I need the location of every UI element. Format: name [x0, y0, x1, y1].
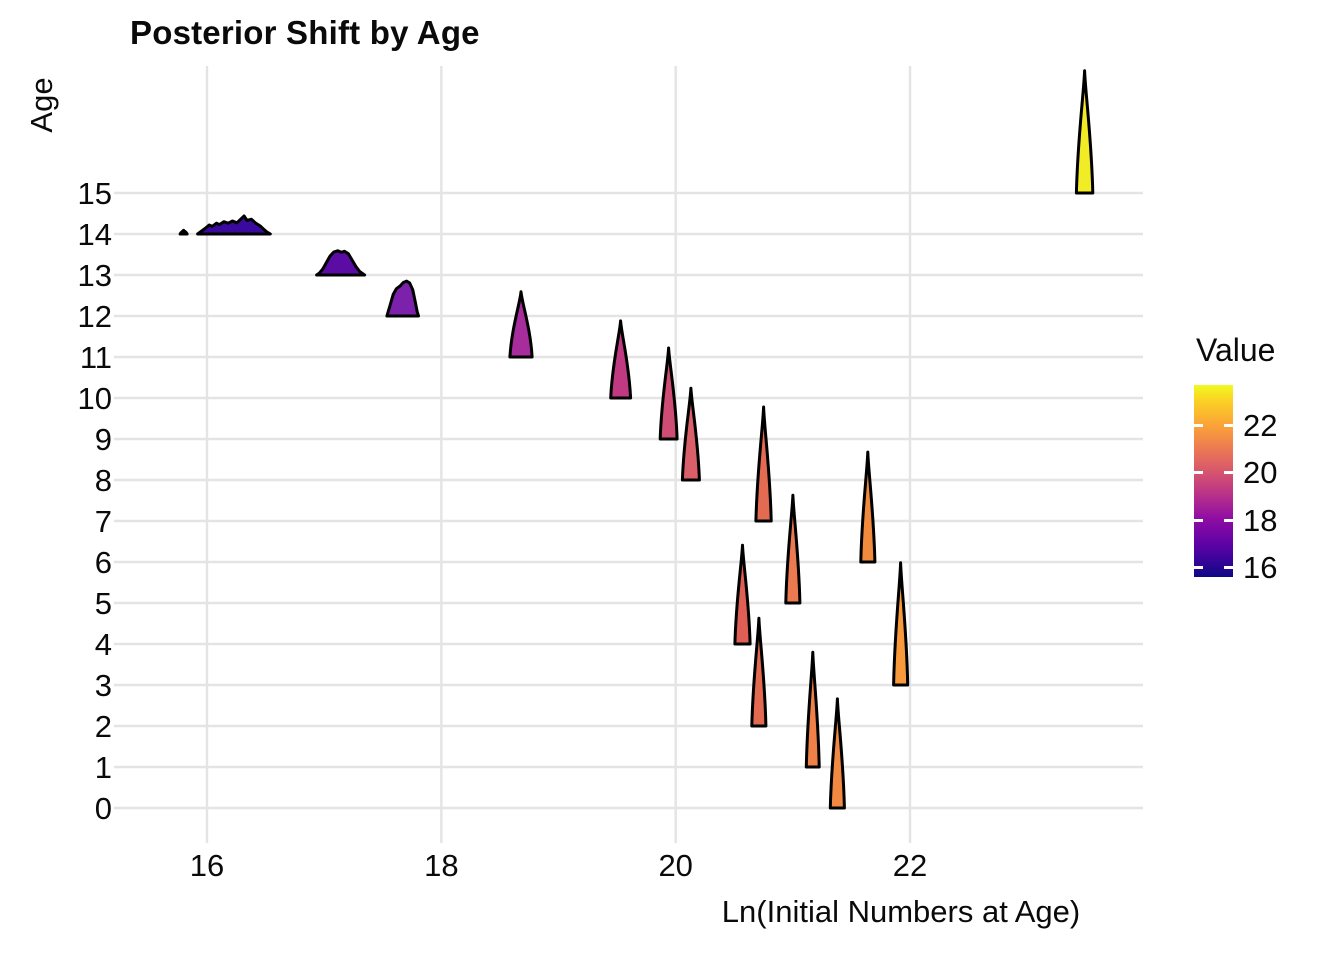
legend-tick-left-22	[1194, 423, 1203, 427]
y-tick-label-6: 6	[95, 545, 112, 580]
x-tick-label-18: 18	[424, 848, 458, 883]
ridge-age-11	[508, 290, 534, 359]
x-tick-label-22: 22	[893, 848, 927, 883]
y-tick-label-1: 1	[95, 750, 112, 785]
legend-tick-left-16	[1194, 566, 1203, 570]
ridge-age-7	[754, 405, 773, 523]
legend-label-22: 22	[1243, 407, 1278, 443]
y-tick-label-10: 10	[78, 381, 112, 416]
ridge-age-13	[315, 249, 367, 277]
legend-label-16: 16	[1243, 550, 1278, 586]
ridge-age-14	[178, 228, 189, 236]
legend-gradient-bar	[1194, 385, 1233, 577]
legend-label-18: 18	[1243, 502, 1278, 538]
legend-tick-left-20	[1194, 471, 1203, 475]
ridge-age-1	[804, 650, 821, 769]
ridge-age-14	[196, 214, 272, 236]
chart-title: Posterior Shift by Age	[130, 14, 480, 51]
y-tick-label-5: 5	[95, 586, 112, 621]
ridge-age-3	[892, 561, 910, 687]
legend-tick-right-22	[1224, 423, 1233, 427]
legend-tick-left-18	[1194, 518, 1203, 522]
x-tick-label-20: 20	[658, 848, 692, 883]
x-tick-label-16: 16	[190, 848, 224, 883]
ridge-age-12	[385, 279, 420, 318]
y-tick-label-9: 9	[95, 422, 112, 457]
legend-title: Value	[1196, 332, 1276, 368]
y-tick-label-2: 2	[95, 709, 112, 744]
ridge-age-4	[733, 543, 752, 646]
y-tick-label-14: 14	[78, 217, 112, 252]
y-tick-label-0: 0	[95, 791, 112, 826]
ridge-age-0	[828, 697, 846, 810]
y-tick-label-12: 12	[78, 299, 112, 334]
y-tick-label-15: 15	[78, 176, 112, 211]
ridge-age-2	[750, 616, 768, 728]
x-axis-title: Ln(Initial Numbers at Age)	[721, 894, 1081, 929]
y-tick-label-8: 8	[95, 463, 112, 498]
y-tick-label-11: 11	[80, 340, 112, 375]
y-tick-label-4: 4	[95, 627, 112, 662]
ridge-age-6	[859, 450, 877, 564]
y-tick-label-7: 7	[95, 504, 112, 539]
legend-tick-right-16	[1224, 566, 1233, 570]
y-tick-label-3: 3	[95, 668, 112, 703]
ridge-age-15	[1074, 69, 1095, 195]
ridge-age-8	[680, 386, 701, 482]
y-tick-label-13: 13	[78, 258, 112, 293]
ridge-age-5	[784, 493, 802, 605]
ridge-age-10	[609, 319, 633, 400]
legend-tick-right-20	[1224, 471, 1233, 475]
legend-tick-right-18	[1224, 518, 1233, 522]
ridge-age-9	[658, 346, 679, 441]
legend-label-20: 20	[1243, 455, 1278, 491]
